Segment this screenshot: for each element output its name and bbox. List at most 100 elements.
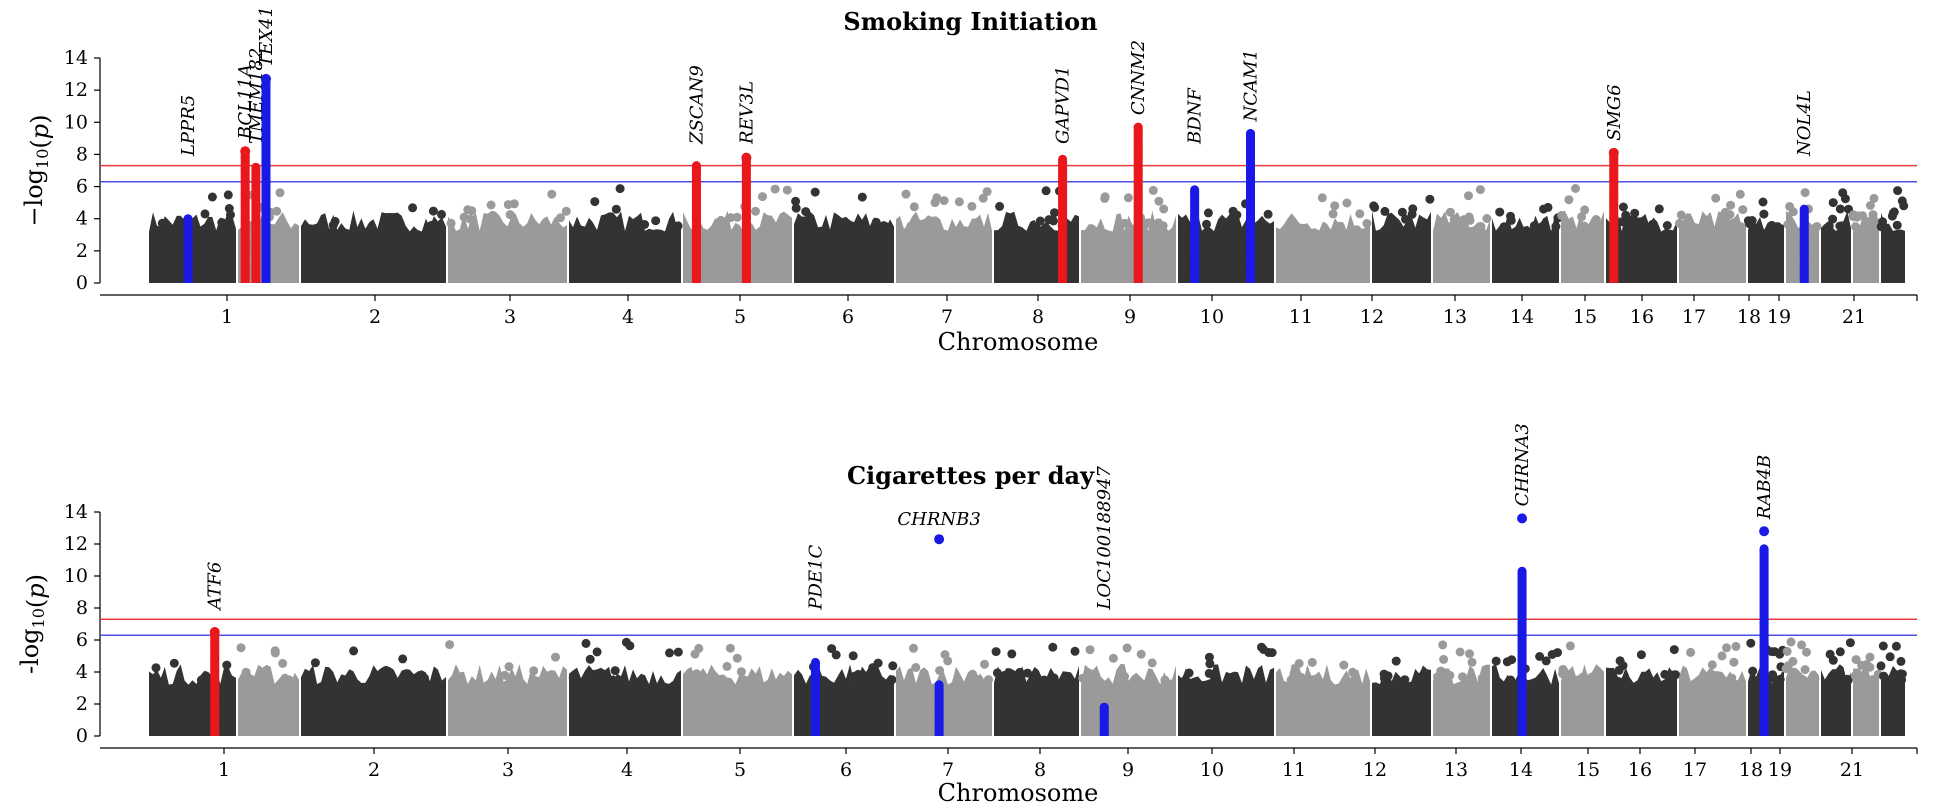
- snp-point: [1007, 649, 1017, 659]
- gene-snp-point: [1190, 225, 1200, 235]
- x-tick-label: 9: [1124, 306, 1136, 328]
- snp-point: [1203, 208, 1213, 218]
- snp-point: [1144, 218, 1154, 228]
- y-tick-label: 4: [76, 661, 88, 683]
- snp-point: [529, 666, 539, 676]
- gene-snp-point: [1517, 654, 1527, 664]
- snp-point: [1148, 185, 1158, 195]
- chromosome-block: [1372, 665, 1431, 736]
- gene-lead-snp: [1517, 513, 1528, 524]
- x-tick-label: 13: [1443, 306, 1467, 328]
- chromosome-block: [301, 210, 446, 283]
- snp-point: [640, 220, 650, 229]
- snp-point: [1824, 221, 1834, 231]
- y-axis-label: −log10(p): [20, 114, 54, 226]
- snp-point: [1383, 671, 1393, 681]
- snp-point: [610, 666, 620, 676]
- snp-point: [1671, 670, 1681, 680]
- gene-snp-point: [1058, 177, 1068, 187]
- snp-point: [1798, 675, 1807, 685]
- snp-point: [1465, 649, 1474, 659]
- snp-point: [1676, 210, 1686, 220]
- snp-point: [1892, 220, 1902, 230]
- snp-point: [581, 638, 591, 648]
- y-axis-label: -log10(p): [16, 574, 50, 674]
- snp-point: [1108, 653, 1118, 663]
- snp-point: [1417, 672, 1427, 681]
- gene-snp-point: [261, 237, 271, 247]
- chromosome-block: [569, 665, 681, 736]
- snp-point: [1785, 202, 1795, 211]
- snp-point: [1537, 222, 1547, 231]
- chromosome-block: [1606, 212, 1677, 283]
- gene-snp-point: [251, 201, 261, 211]
- snp-point: [1100, 192, 1110, 202]
- gene-locus-loc100188947: LOC100188947: [1094, 466, 1115, 736]
- chromosome-block: [1821, 211, 1851, 283]
- gene-locus-rev3l: REV3L: [736, 81, 757, 283]
- snp-point: [275, 188, 285, 198]
- gene-snp-point: [210, 642, 220, 652]
- snp-point: [590, 197, 600, 207]
- snp-point: [1445, 670, 1455, 680]
- snp-point: [1529, 221, 1539, 231]
- gene-snp-point: [741, 201, 751, 211]
- gene-snp-point: [1609, 225, 1619, 235]
- gene-snp-point: [1246, 261, 1255, 271]
- x-tick-label: 8: [1032, 306, 1044, 328]
- chromosome-block: [1081, 210, 1176, 283]
- gene-snp-point: [183, 273, 193, 283]
- gene-snp-point: [810, 657, 820, 667]
- gene-snp-point: [810, 714, 820, 724]
- gene-snp-point: [240, 249, 250, 259]
- snp-point: [1495, 207, 1505, 217]
- snp-point: [1851, 655, 1861, 665]
- gene-label: BCL11A: [235, 64, 256, 140]
- gene-snp-point: [261, 153, 271, 163]
- snp-point: [1286, 675, 1296, 685]
- snp-point: [1506, 675, 1516, 685]
- snp-point: [1883, 675, 1893, 685]
- snp-point: [486, 200, 496, 210]
- x-tick-label: 5: [734, 759, 746, 781]
- gene-label: CHRNB3: [897, 509, 980, 530]
- y-tick-label: 14: [64, 47, 88, 69]
- gene-snp-point: [1058, 261, 1068, 271]
- gene-locus-nol4l: NOL4L: [1794, 90, 1815, 283]
- gene-snp-point: [1609, 249, 1619, 259]
- snp-point: [223, 190, 233, 200]
- snp-point: [673, 221, 683, 231]
- gene-snp-point: [1517, 642, 1527, 652]
- gene-label: SMG6: [1604, 84, 1625, 141]
- snp-point: [1825, 649, 1835, 659]
- snp-point: [1048, 642, 1058, 652]
- snp-point: [1553, 648, 1562, 658]
- gene-locus-ncam1: NCAM1: [1241, 49, 1262, 283]
- gene-snp-point: [1058, 225, 1068, 235]
- snp-point: [349, 646, 359, 656]
- gene-snp-point: [1133, 177, 1143, 187]
- gene-snp-point: [240, 225, 250, 235]
- y-tick-label: 2: [76, 693, 88, 715]
- snp-point: [1788, 656, 1798, 666]
- gene-snp-point: [1246, 129, 1255, 139]
- x-tick-label: 8: [1034, 759, 1046, 781]
- snp-point: [1885, 652, 1895, 662]
- chromosome-block: [1748, 215, 1784, 283]
- gene-snp-point: [1759, 702, 1769, 712]
- x-tick-label: 13: [1444, 759, 1468, 781]
- chromosome-block: [1786, 666, 1819, 736]
- snp-point: [428, 206, 438, 216]
- gene-snp-point: [1246, 273, 1255, 283]
- gene-snp-point: [1517, 630, 1527, 640]
- snp-point: [871, 217, 881, 227]
- y-tick-label: 6: [76, 629, 88, 651]
- snp-point: [1861, 216, 1871, 226]
- snp-point: [568, 673, 578, 683]
- gene-snp-point: [1133, 261, 1143, 271]
- gene-snp-point: [1246, 225, 1255, 235]
- gene-locus-cnnm2: CNNM2: [1128, 40, 1149, 283]
- chromosome-blocks: [149, 184, 1909, 283]
- gene-snp-point: [934, 714, 944, 724]
- snp-point: [1571, 184, 1580, 193]
